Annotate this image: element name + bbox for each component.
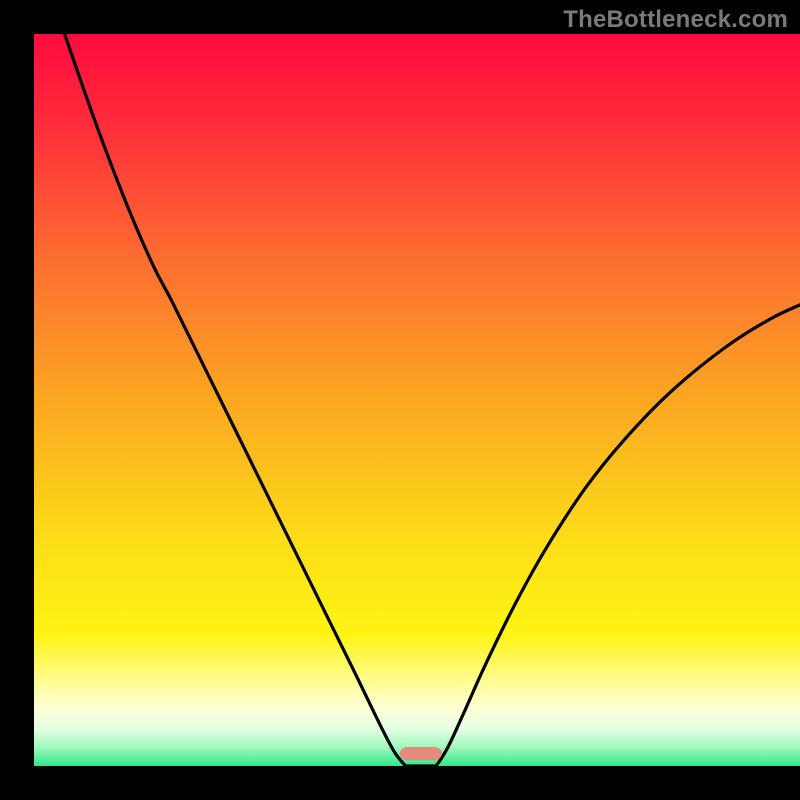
bottleneck-chart [0, 0, 800, 800]
plot-background [34, 34, 800, 766]
optimal-marker [400, 747, 442, 760]
watermark-text: TheBottleneck.com [563, 6, 788, 34]
